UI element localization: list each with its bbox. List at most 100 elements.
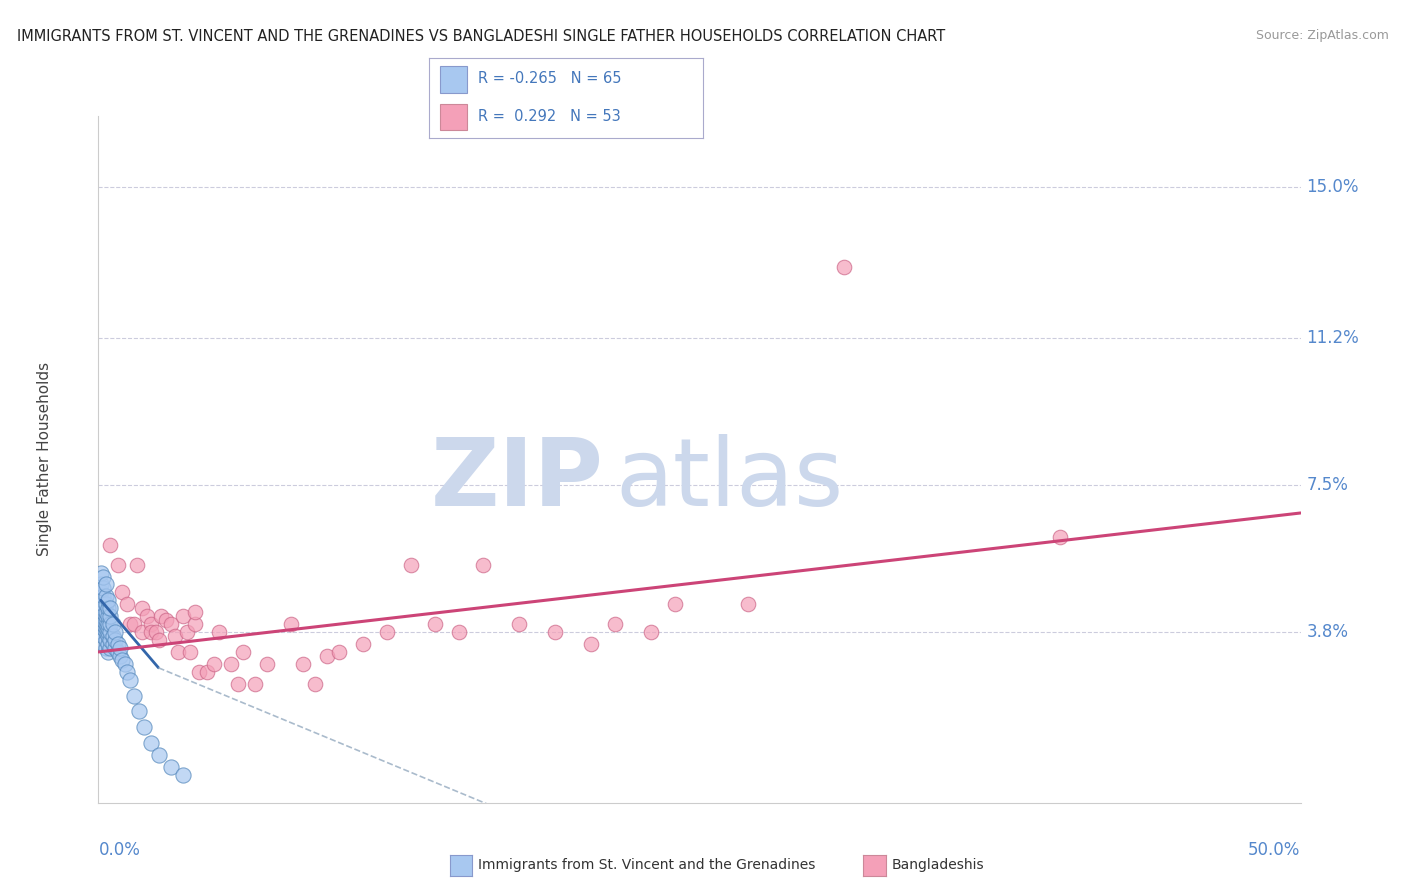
Point — [91, 569, 114, 583]
Point — [90, 617, 112, 632]
Point — [280, 617, 302, 632]
Point — [91, 582, 114, 596]
Point — [159, 760, 181, 774]
Point — [97, 625, 120, 640]
Text: Single Father Households: Single Father Households — [37, 362, 52, 557]
Point — [94, 633, 117, 648]
Point — [117, 597, 139, 611]
Point — [91, 637, 114, 651]
Point — [1049, 530, 1071, 544]
Text: 11.2%: 11.2% — [1306, 329, 1360, 347]
Point — [107, 645, 129, 659]
Point — [640, 625, 662, 640]
Text: Bangladeshis: Bangladeshis — [891, 858, 984, 872]
Point — [226, 676, 249, 690]
Point — [90, 625, 112, 640]
Point — [97, 617, 120, 632]
Point — [111, 585, 134, 599]
Point — [94, 617, 117, 632]
Point — [832, 260, 855, 274]
Point — [472, 558, 495, 572]
Point — [97, 637, 120, 651]
Point — [94, 609, 117, 624]
Point — [114, 657, 136, 671]
Point — [256, 657, 278, 671]
Point — [328, 645, 350, 659]
Point — [141, 736, 163, 750]
Point — [304, 676, 326, 690]
Point — [148, 633, 170, 648]
Point — [91, 617, 114, 632]
Point — [208, 625, 231, 640]
Point — [375, 625, 398, 640]
Point — [544, 625, 567, 640]
Point — [166, 645, 188, 659]
Point — [91, 605, 114, 619]
Point — [243, 676, 266, 690]
Point — [94, 605, 117, 619]
Point — [664, 597, 686, 611]
Point — [104, 640, 127, 655]
Point — [108, 648, 131, 663]
Point — [188, 665, 211, 679]
Point — [97, 593, 120, 607]
Point — [91, 621, 114, 635]
Point — [179, 645, 201, 659]
Point — [100, 609, 122, 624]
Point — [100, 617, 122, 632]
Point — [131, 601, 153, 615]
Point — [581, 637, 603, 651]
Point — [447, 625, 470, 640]
Point — [104, 625, 127, 640]
Text: R = -0.265   N = 65: R = -0.265 N = 65 — [478, 71, 621, 87]
Point — [183, 605, 205, 619]
Point — [91, 613, 114, 627]
Point — [90, 609, 112, 624]
Point — [101, 629, 124, 643]
Point — [291, 657, 314, 671]
Point — [101, 637, 124, 651]
Point — [90, 577, 112, 591]
Point — [118, 673, 141, 687]
Point — [94, 590, 117, 604]
Point — [108, 640, 131, 655]
Point — [90, 593, 112, 607]
Point — [118, 617, 141, 632]
Point — [101, 617, 124, 632]
Text: 7.5%: 7.5% — [1306, 476, 1348, 494]
Point — [605, 617, 627, 632]
Point — [202, 657, 225, 671]
Point — [149, 609, 172, 624]
Point — [315, 648, 337, 663]
Point — [100, 601, 122, 615]
Point — [145, 625, 167, 640]
Point — [91, 629, 114, 643]
Point — [124, 689, 146, 703]
Point — [100, 633, 122, 648]
Point — [111, 653, 134, 667]
Point — [91, 590, 114, 604]
Text: ZIP: ZIP — [430, 434, 603, 526]
Text: 0.0%: 0.0% — [98, 840, 141, 859]
Point — [159, 617, 181, 632]
Text: IMMIGRANTS FROM ST. VINCENT AND THE GRENADINES VS BANGLADESHI SINGLE FATHER HOUS: IMMIGRANTS FROM ST. VINCENT AND THE GREN… — [17, 29, 945, 44]
Point — [141, 625, 163, 640]
Point — [232, 645, 254, 659]
Point — [94, 577, 117, 591]
Point — [508, 617, 530, 632]
Point — [100, 640, 122, 655]
Point — [399, 558, 422, 572]
Point — [100, 538, 122, 552]
Point — [125, 558, 148, 572]
Point — [195, 665, 218, 679]
Point — [165, 629, 187, 643]
Point — [91, 597, 114, 611]
Point — [90, 566, 112, 580]
Point — [148, 748, 170, 763]
Point — [155, 613, 177, 627]
Point — [97, 601, 120, 615]
Point — [124, 617, 146, 632]
Point — [141, 617, 163, 632]
Point — [172, 609, 194, 624]
Text: atlas: atlas — [616, 434, 844, 526]
